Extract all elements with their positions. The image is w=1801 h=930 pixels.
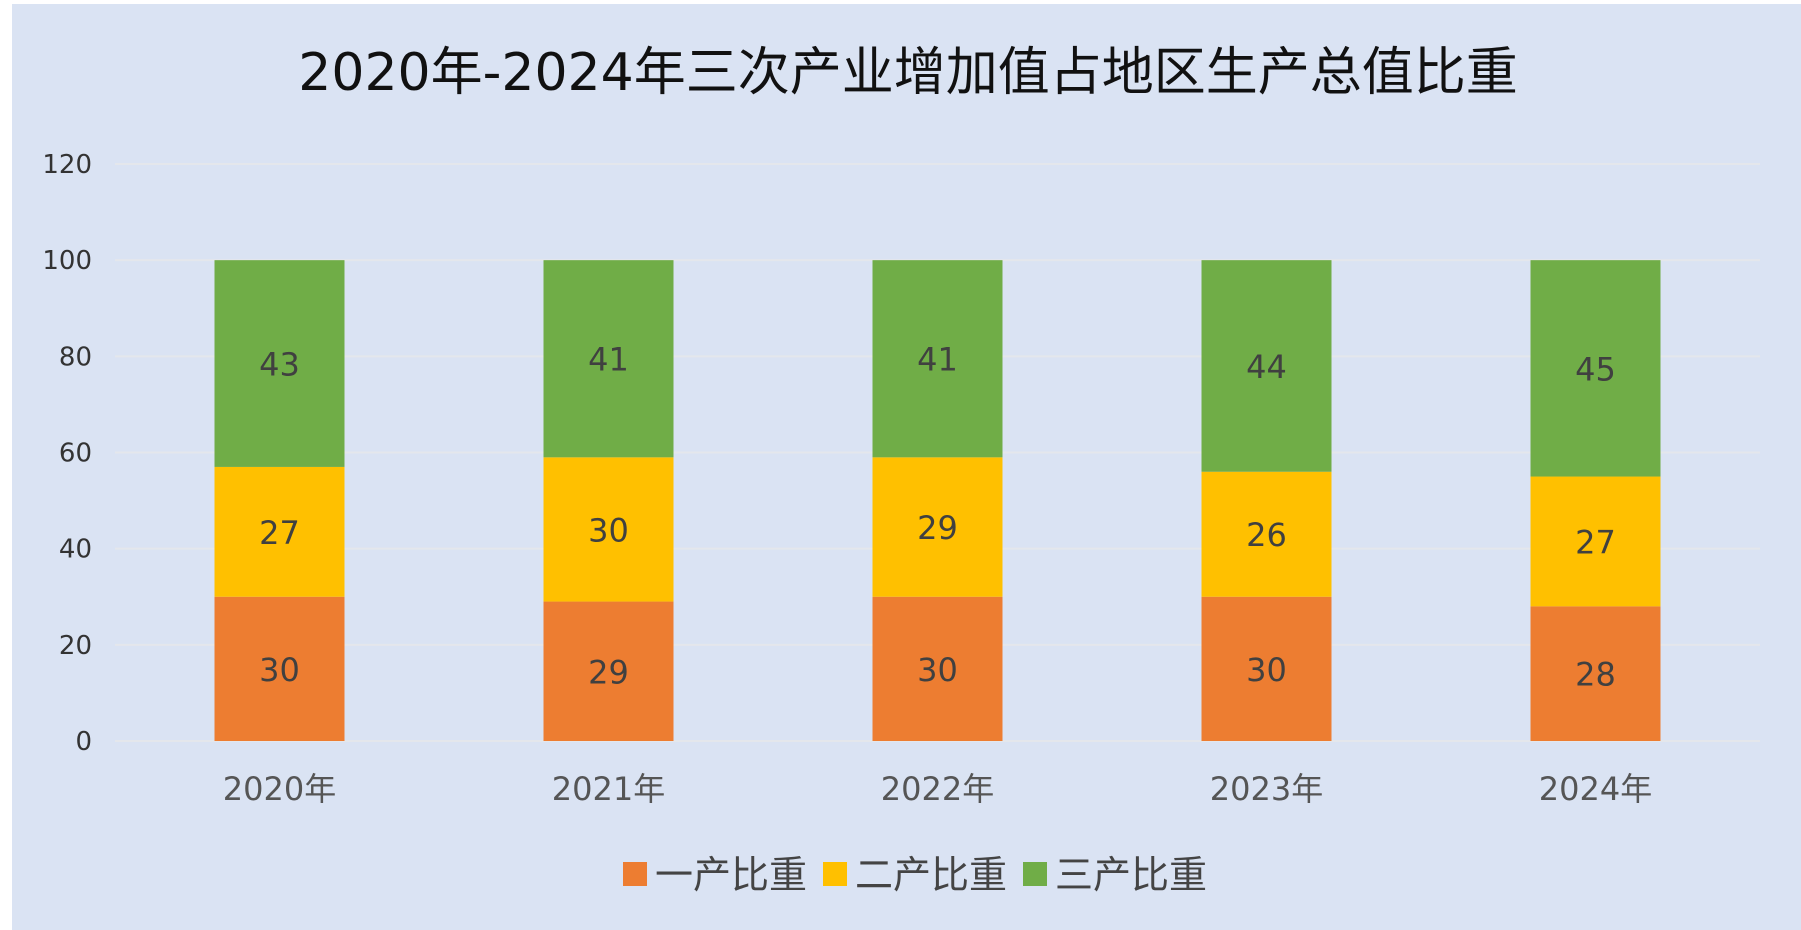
bar-segment — [1530, 606, 1661, 741]
legend-swatch — [823, 862, 847, 886]
bar-segment — [1201, 596, 1332, 741]
y-tick-label: 120 — [42, 150, 92, 180]
bar-segment — [872, 596, 1003, 741]
data-label: 30 — [1246, 651, 1287, 689]
data-label: 44 — [1246, 348, 1287, 386]
bars — [214, 260, 1661, 741]
y-tick-label: 20 — [59, 631, 92, 661]
y-tick-label: 0 — [75, 727, 92, 757]
bar-segment — [214, 596, 345, 741]
legend-label: 二产比重 — [855, 853, 1007, 897]
y-tick-label: 80 — [59, 342, 92, 372]
legend-swatch — [623, 862, 647, 886]
bar-segment — [214, 466, 345, 597]
legend-label: 一产比重 — [655, 853, 807, 897]
bar-segment — [543, 601, 674, 741]
y-tick-label: 100 — [42, 246, 92, 276]
x-category-label: 2020年 — [223, 770, 336, 808]
y-axis-ticks: 0 20 40 60 80 100 120 — [42, 150, 92, 757]
data-labels: 30 27 43 29 30 41 30 29 41 30 26 44 28 27 45 — [259, 341, 1616, 694]
data-label: 29 — [917, 509, 958, 547]
data-label: 26 — [1246, 516, 1287, 554]
data-label: 29 — [588, 653, 629, 691]
legend-label: 三产比重 — [1055, 853, 1207, 897]
data-label: 45 — [1575, 350, 1616, 388]
bar-segment — [1201, 260, 1332, 472]
chart-title: 2020年-2024年三次产业增加值占地区生产总值比重 — [298, 43, 1517, 103]
data-label: 41 — [588, 341, 629, 379]
data-label: 41 — [917, 341, 958, 379]
bar-segment — [872, 457, 1003, 597]
data-label: 30 — [259, 651, 300, 689]
x-category-label: 2023年 — [1210, 770, 1323, 808]
bar-segment — [1201, 471, 1332, 597]
bar-segment — [872, 260, 1003, 458]
x-category-label: 2021年 — [552, 770, 665, 808]
bar-segment — [543, 457, 674, 602]
legend-swatch — [1023, 862, 1047, 886]
legend: 一产比重 二产比重 三产比重 — [623, 853, 1207, 897]
y-tick-label: 60 — [59, 439, 92, 469]
data-label: 28 — [1575, 656, 1616, 694]
bar-segment — [543, 260, 674, 458]
bar-segment — [1530, 476, 1661, 607]
data-label: 43 — [259, 346, 300, 384]
bar-segment — [1530, 260, 1661, 477]
x-category-label: 2022年 — [881, 770, 994, 808]
data-label: 27 — [259, 514, 300, 552]
x-axis-categories: 2020年 2021年 2022年 2023年 2024年 — [223, 770, 1652, 808]
x-category-label: 2024年 — [1539, 770, 1652, 808]
bar-segment — [214, 260, 345, 467]
y-tick-label: 40 — [59, 535, 92, 565]
data-label: 30 — [588, 511, 629, 549]
data-label: 30 — [917, 651, 958, 689]
data-label: 27 — [1575, 523, 1616, 561]
